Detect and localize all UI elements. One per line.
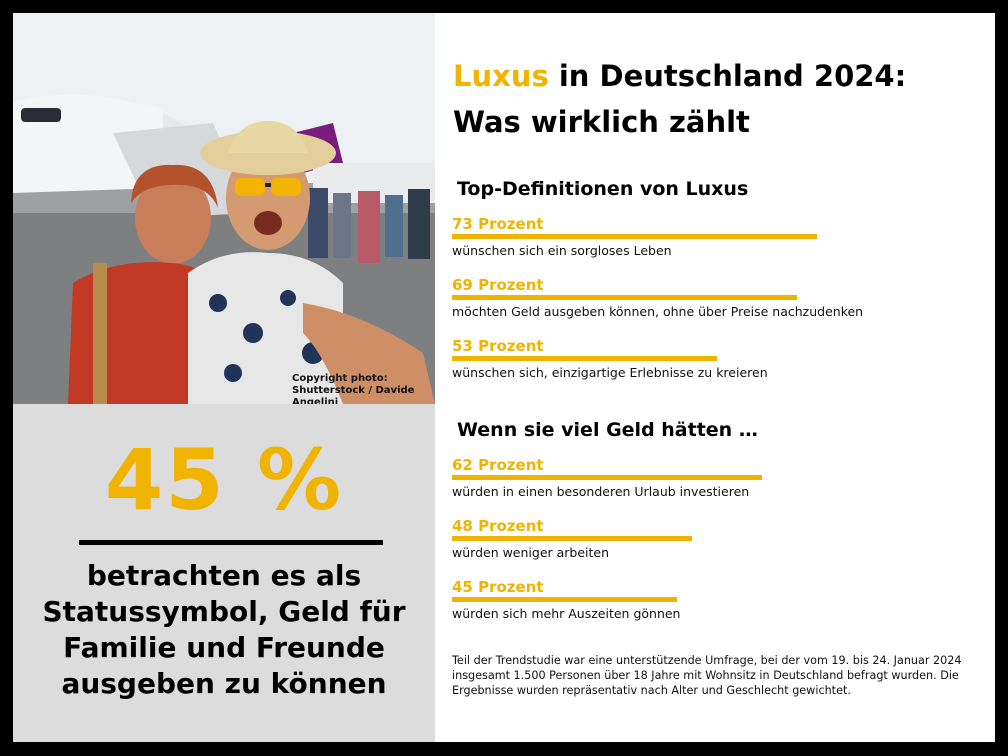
- bar: [452, 536, 692, 541]
- bar-item: 48 Prozent würden weniger arbeiten: [452, 517, 972, 561]
- photo-copyright-line1: Copyright photo:: [292, 373, 388, 384]
- bar-value-label: 53 Prozent: [452, 337, 544, 355]
- bar-category-label: würden weniger arbeiten: [452, 545, 610, 560]
- chart-1-title: Top-Definitionen von Luxus: [457, 178, 749, 200]
- title-line2: Was wirklich zählt: [453, 105, 750, 139]
- bar-value-label: 48 Prozent: [452, 517, 544, 535]
- title-accent: Luxus: [453, 59, 549, 93]
- photo-copyright: Copyright photo: Shutterstock / Davide A…: [292, 373, 435, 404]
- photo-copyright-line2: Shutterstock / Davide Angelini: [292, 385, 415, 404]
- bar: [452, 597, 677, 602]
- bar: [452, 295, 797, 300]
- selfie-photo: Copyright photo: Shutterstock / Davide A…: [13, 13, 435, 404]
- bar-value-label: 69 Prozent: [452, 276, 544, 294]
- highlight-text: betrachten es als Statussymbol, Geld für…: [42, 559, 406, 700]
- bar-category-label: wünschen sich, einzigartige Erlebnisse z…: [452, 365, 768, 380]
- bar: [452, 356, 717, 361]
- bar-category-label: würden in einen besonderen Urlaub invest…: [452, 484, 750, 499]
- right-column: Luxus in Deutschland 2024: Was wirklich …: [435, 13, 995, 742]
- highlight-panel: 45 % betrachten es als Statussymbol, Gel…: [13, 404, 435, 742]
- survey-footnote: Teil der Trendstudie war eine unterstütz…: [452, 654, 962, 697]
- bar-category-label: würden sich mehr Auszeiten gönnen: [452, 606, 681, 621]
- bar: [452, 234, 817, 239]
- infographic-frame: Copyright photo: Shutterstock / Davide A…: [13, 13, 995, 742]
- bar-item: 45 Prozent würden sich mehr Auszeiten gön…: [452, 578, 972, 622]
- bar-item: 73 Prozent wünschen sich ein sorgloses Le…: [452, 215, 972, 259]
- bar-value-label: 62 Prozent: [452, 456, 544, 474]
- title-rest: in Deutschland 2024:: [548, 59, 907, 93]
- highlight-divider: [79, 540, 383, 545]
- bar-category-label: wünschen sich ein sorgloses Leben: [452, 243, 672, 258]
- bar-value-label: 73 Prozent: [452, 215, 544, 233]
- chart-2-title: Wenn sie viel Geld hätten …: [457, 419, 758, 441]
- photo-illustration: [13, 13, 435, 404]
- bar-value-label: 45 Prozent: [452, 578, 544, 596]
- page-title: Luxus in Deutschland 2024: Was wirklich …: [453, 53, 993, 145]
- bar-item: 69 Prozent möchten Geld ausgeben können, …: [452, 276, 972, 320]
- bar: [452, 475, 762, 480]
- bar-category-label: möchten Geld ausgeben können, ohne über …: [452, 304, 864, 319]
- left-column: Copyright photo: Shutterstock / Davide A…: [13, 13, 435, 742]
- bar-item: 62 Prozent würden in einen besonderen Url…: [452, 456, 972, 500]
- bar-item: 53 Prozent wünschen sich, einzigartige Er…: [452, 337, 972, 381]
- highlight-value: 45 %: [104, 431, 344, 529]
